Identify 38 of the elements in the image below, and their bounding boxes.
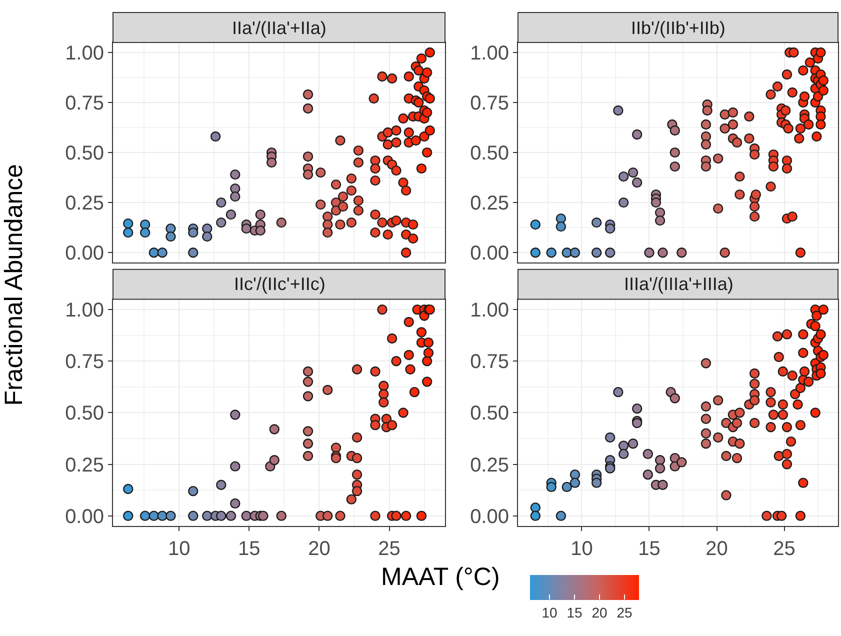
y-tick-label: 0.25	[65, 454, 104, 476]
y-tick-label: 0.25	[65, 192, 104, 215]
color-bar-label: 20	[592, 604, 608, 620]
x-tick-label: 20	[706, 538, 728, 560]
y-tick-label: 1.00	[65, 300, 104, 322]
y-tick-label: 0.75	[470, 92, 509, 115]
y-tick-label: 0.50	[470, 402, 509, 425]
chart-title: IIa'/(IIa'+IIa)	[232, 18, 326, 38]
y-tick-label: 0.75	[65, 92, 104, 115]
y-tick-label: 0.50	[65, 142, 104, 165]
y-tick-label: 0.75	[470, 351, 509, 374]
y-tick-label: 0.25	[470, 454, 509, 476]
color-bar-label: 15	[566, 604, 582, 620]
y-tick-label: 1.00	[65, 42, 104, 64]
y-tick-label: 0.00	[65, 506, 104, 528]
x-tick-label: 25	[378, 538, 400, 560]
y-tick-label: 1.00	[470, 300, 509, 322]
x-tick-label: 10	[570, 538, 593, 560]
x-tick-label: 20	[308, 538, 330, 560]
y-tick-label: 0.00	[470, 242, 509, 265]
chart-title: IIIa'/(IIIa'+IIIa)	[624, 274, 734, 294]
x-tick-label: 15	[238, 538, 260, 560]
chart-title: IIc'/(IIc'+IIc)	[234, 274, 326, 294]
y-axis-title: Fractional Abundance	[0, 164, 28, 406]
color-bar-label: 25	[616, 604, 632, 620]
y-tick-label: 0.00	[65, 242, 104, 265]
x-tick-label: 25	[773, 538, 796, 560]
x-tick-label: 15	[638, 538, 660, 560]
chart-title: IIb'/(IIb'+IIb)	[631, 18, 726, 38]
color-bar-title: MAAT (°C)	[381, 563, 500, 591]
y-tick-label: 0.50	[65, 402, 104, 425]
y-tick-label: 1.00	[470, 42, 509, 64]
y-tick-label: 0.25	[470, 192, 509, 215]
y-tick-label: 0.50	[470, 142, 509, 165]
y-tick-label: 0.75	[65, 351, 104, 374]
x-tick-label: 10	[168, 538, 190, 560]
y-tick-label: 0.00	[470, 506, 509, 528]
color-bar-label: 10	[542, 604, 558, 620]
